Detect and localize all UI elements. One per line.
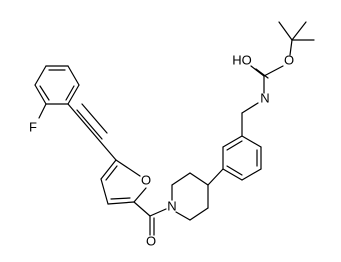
atom-label: N [260,90,269,105]
atom-label: O [146,233,156,248]
atom-label: HO [232,52,252,67]
atom-label: O [284,52,294,67]
atom-label: F [29,119,37,134]
atom-labels: F O O N HO N O [29,52,294,248]
atom-label: O [141,172,151,187]
atom-label: N [167,198,176,213]
bonds [34,21,315,236]
